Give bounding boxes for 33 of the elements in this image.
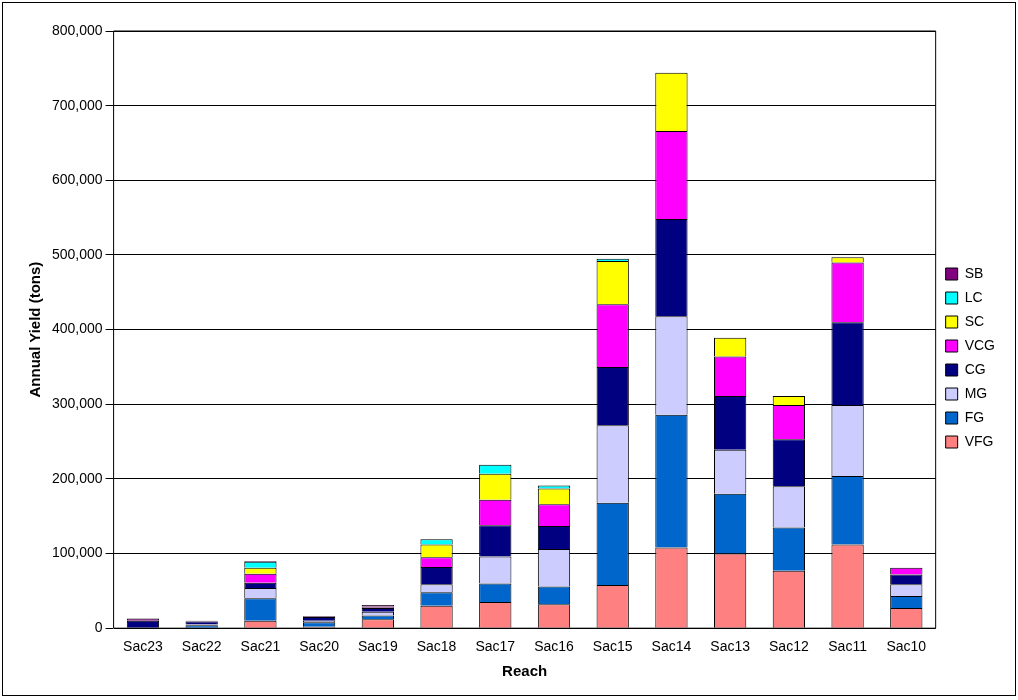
y-tick-label: 200,000 <box>52 469 103 486</box>
x-axis-title: Reach <box>502 662 548 680</box>
y-tick-label: 800,000 <box>52 21 103 38</box>
x-tick-label: Sac23 <box>123 638 164 655</box>
y-tick-label: 700,000 <box>52 96 103 113</box>
legend-label: MG <box>964 384 988 401</box>
x-tick-label: Sac10 <box>886 638 927 655</box>
legend-label: SB <box>964 264 984 281</box>
y-tick-label: 0 <box>94 619 103 636</box>
legend-label: VCG <box>964 336 996 353</box>
x-tick-label: Sac11 <box>828 638 868 655</box>
y-axis-title: Annual Yield (tons) <box>26 261 44 398</box>
x-tick-label: Sac20 <box>299 638 340 655</box>
y-tick-label: 400,000 <box>52 320 103 337</box>
y-tick-label: 500,000 <box>52 245 103 262</box>
x-tick-label: Sac18 <box>416 638 457 655</box>
x-tick-label: Sac22 <box>181 638 222 655</box>
legend-label: LC <box>964 288 983 305</box>
x-tick-label: Sac12 <box>769 638 809 655</box>
legend-label: FG <box>964 408 985 425</box>
x-tick-label: Sac17 <box>475 638 516 655</box>
y-tick-label: 300,000 <box>52 395 103 412</box>
x-tick-label: Sac19 <box>357 638 398 655</box>
x-tick-label: Sac16 <box>534 638 575 655</box>
x-tick-label: Sac14 <box>651 638 692 655</box>
legend-label: SC <box>964 312 985 329</box>
x-tick-label: Sac15 <box>592 638 633 655</box>
x-tick-label: Sac13 <box>710 638 751 655</box>
y-tick-label: 100,000 <box>52 544 103 561</box>
legend-label: VFG <box>964 432 994 449</box>
legend-label: CG <box>964 360 986 377</box>
y-tick-label: 600,000 <box>52 171 103 188</box>
x-tick-label: Sac21 <box>240 638 281 655</box>
